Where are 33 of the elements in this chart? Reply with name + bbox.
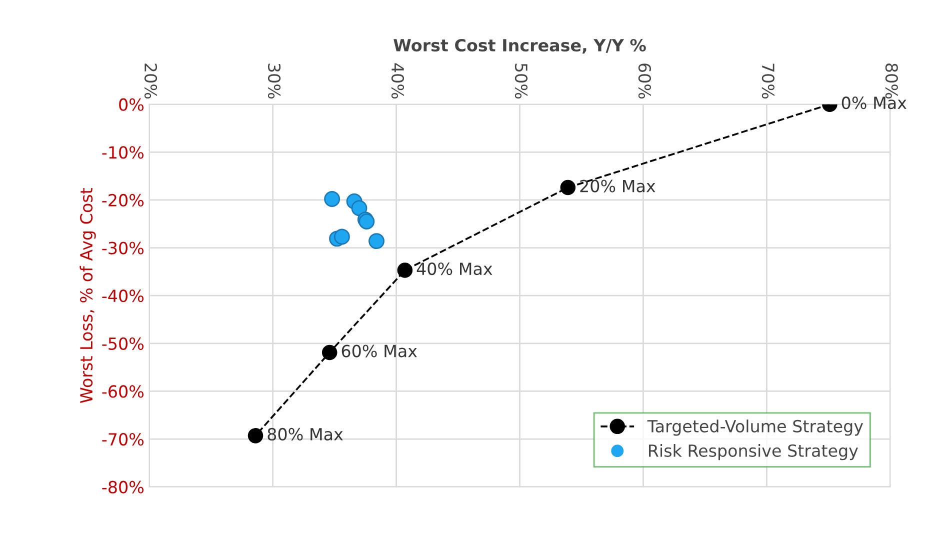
y-tick-label: -20% (102, 194, 144, 207)
annotation: 80% Max (268, 428, 343, 441)
point (334, 228, 350, 245)
point (351, 200, 368, 216)
y-tick-label: 0% (119, 98, 144, 111)
point (248, 428, 264, 444)
point (324, 191, 340, 207)
legend-label: Risk Responsive Strategy (649, 444, 858, 460)
point (397, 262, 413, 278)
x-tick-label: 80% (885, 64, 898, 99)
y-tick-label: -60% (102, 385, 144, 398)
x-tick-label: 70% (762, 64, 774, 99)
x-tick-label: 30% (268, 64, 281, 99)
legend-label: Targeted-Volume Strategy (647, 420, 864, 436)
y-tick-label: -10% (102, 146, 144, 159)
y-tick-label: -40% (102, 290, 144, 302)
y-tick-label: -70% (102, 432, 144, 446)
point (322, 344, 338, 360)
point (368, 233, 384, 250)
annotation: 40% Max (416, 262, 492, 276)
y-tick-label: -30% (102, 242, 144, 254)
x-tick-label: 60% (638, 64, 651, 99)
x-tick-label: 20% (144, 64, 158, 99)
x-tick-label: 50% (514, 64, 528, 99)
x-tick-label: 40% (391, 63, 404, 99)
y-tick-label: -50% (102, 337, 144, 350)
x-axis-title: Worst Cost Increase, Y/Y % (394, 38, 646, 54)
y-tick-label: -80% (102, 480, 144, 494)
point (560, 180, 576, 196)
annotation: 60% Max (342, 344, 417, 358)
y-axis-title: Worst Loss, % of Avg Cost (80, 188, 96, 403)
annotation: 20% Max (580, 180, 656, 192)
annotation: 0% Max (842, 96, 906, 110)
